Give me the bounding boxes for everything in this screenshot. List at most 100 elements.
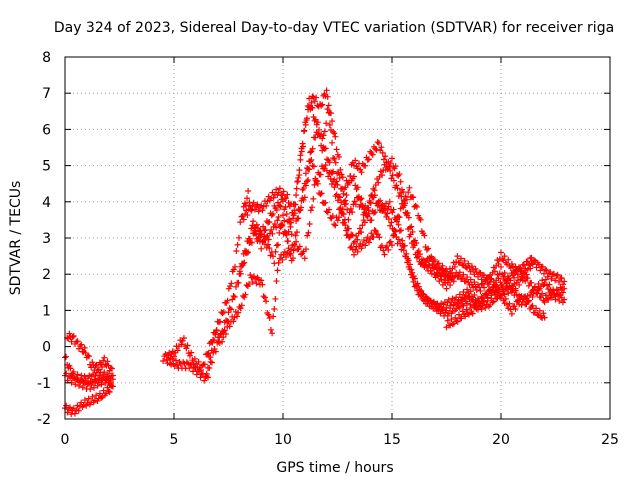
data-point	[253, 280, 260, 287]
data-point	[78, 372, 85, 379]
data-point	[269, 330, 276, 337]
data-point	[375, 140, 382, 147]
data-point	[525, 297, 532, 304]
data-point	[259, 281, 266, 288]
data-point	[522, 293, 529, 300]
data-point	[66, 404, 73, 411]
data-point	[354, 248, 361, 255]
grid-layer	[65, 57, 610, 419]
data-point	[230, 293, 237, 300]
data-point	[326, 206, 333, 213]
data-point	[266, 245, 273, 252]
data-point	[296, 243, 303, 250]
data-point	[523, 271, 530, 278]
data-point	[438, 306, 445, 313]
data-point	[72, 381, 79, 388]
data-point	[370, 234, 377, 241]
data-point	[406, 266, 413, 273]
data-point	[245, 249, 252, 256]
data-point	[238, 302, 245, 309]
data-point	[552, 277, 559, 284]
data-point	[272, 295, 279, 302]
data-point	[340, 190, 347, 197]
data-point	[237, 270, 244, 277]
data-point	[395, 236, 402, 243]
data-point	[383, 159, 390, 166]
data-point	[228, 280, 235, 287]
data-point	[531, 256, 538, 263]
data-point	[529, 261, 536, 268]
data-point	[423, 246, 430, 253]
data-point	[524, 275, 531, 282]
data-point	[464, 274, 471, 281]
data-point	[227, 283, 234, 290]
data-point	[90, 384, 97, 391]
data-point	[81, 344, 88, 351]
series-t5	[160, 87, 568, 373]
data-point	[329, 118, 336, 125]
data-point	[333, 146, 340, 153]
data-point	[417, 251, 424, 258]
data-point	[323, 87, 330, 94]
data-point	[388, 219, 395, 226]
data-point	[249, 279, 256, 286]
data-point	[389, 242, 395, 249]
data-point	[66, 362, 73, 369]
data-point	[382, 153, 389, 160]
data-point	[293, 229, 300, 236]
data-point	[405, 189, 412, 196]
data-point	[324, 106, 331, 113]
data-point	[183, 345, 190, 352]
data-point	[477, 288, 484, 295]
data-point	[346, 179, 353, 186]
data-points	[62, 87, 568, 418]
data-point	[192, 364, 199, 371]
data-point	[258, 245, 265, 252]
data-point	[184, 342, 191, 349]
data-point	[444, 317, 451, 324]
data-point	[102, 361, 109, 368]
data-point	[365, 156, 372, 163]
data-point	[345, 225, 352, 232]
data-point	[454, 253, 461, 260]
data-point	[336, 214, 343, 221]
data-point	[495, 260, 502, 267]
data-point	[75, 407, 82, 414]
data-point	[400, 197, 407, 204]
data-point	[281, 217, 288, 224]
data-point	[389, 155, 395, 162]
data-point	[451, 263, 458, 270]
data-point	[319, 101, 326, 108]
data-point	[460, 302, 467, 309]
data-point	[69, 334, 76, 341]
data-point	[108, 365, 115, 372]
data-point	[295, 174, 302, 181]
data-point	[403, 210, 410, 217]
data-point	[363, 212, 370, 219]
data-point	[464, 286, 471, 293]
data-point	[318, 190, 325, 197]
data-point	[66, 330, 73, 337]
data-point	[481, 284, 488, 291]
data-point	[306, 166, 313, 173]
data-point	[244, 212, 251, 219]
data-point	[307, 207, 314, 214]
data-point	[358, 245, 365, 252]
data-point	[448, 316, 455, 323]
data-point	[390, 232, 397, 239]
data-point	[548, 275, 555, 282]
data-point	[467, 288, 474, 295]
data-point	[341, 216, 348, 223]
data-point	[219, 310, 226, 317]
data-point	[212, 348, 219, 355]
x-axis-label: GPS time / hours	[276, 460, 393, 476]
data-point	[332, 159, 339, 166]
data-point	[431, 300, 438, 307]
data-point	[387, 167, 394, 174]
data-point	[212, 331, 219, 338]
data-point	[272, 248, 279, 255]
data-point	[455, 272, 462, 279]
data-point	[330, 178, 337, 185]
data-point	[71, 410, 78, 417]
data-point	[390, 206, 397, 213]
